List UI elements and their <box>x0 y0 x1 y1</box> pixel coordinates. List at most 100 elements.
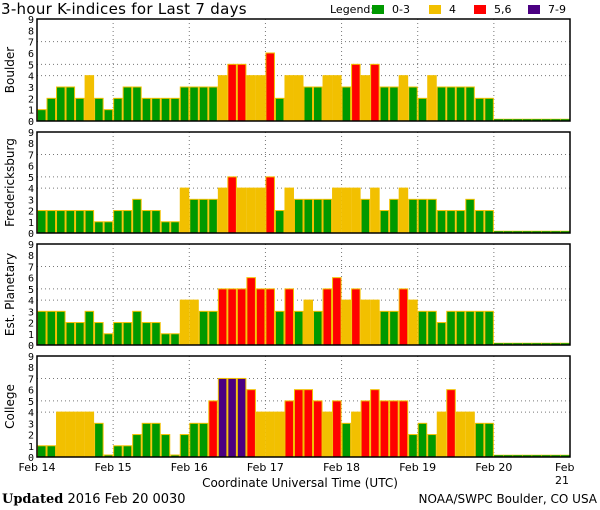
x-tick-label: Feb 16 <box>170 461 208 474</box>
bar <box>322 198 333 234</box>
x-tick-label: Feb 18 <box>323 461 361 474</box>
bar <box>398 288 409 346</box>
bar <box>160 221 171 234</box>
bar <box>56 411 66 458</box>
bar <box>189 422 199 458</box>
bar <box>236 63 247 122</box>
y-tick-label: 6 <box>28 162 34 173</box>
bar <box>217 288 228 346</box>
bar <box>255 75 266 122</box>
bar <box>246 75 256 122</box>
x-tick-label: Feb 19 <box>399 461 437 474</box>
bar <box>427 75 437 122</box>
legend-entry: 7-9 <box>548 3 566 16</box>
bar <box>465 198 475 234</box>
bar <box>379 210 390 234</box>
bar <box>179 299 190 346</box>
y-tick-label: 5 <box>28 285 34 296</box>
bar <box>198 310 209 346</box>
bar <box>122 445 133 458</box>
bar <box>179 187 190 234</box>
bar <box>351 63 361 122</box>
bar <box>170 333 180 346</box>
bar <box>208 198 218 234</box>
bar <box>132 198 142 234</box>
bar <box>75 411 85 458</box>
bar <box>446 210 456 234</box>
bar <box>113 210 123 234</box>
updated-text: Updated 2016 Feb 20 0030 <box>2 492 186 507</box>
bar <box>474 422 485 458</box>
bar <box>75 97 85 122</box>
bar <box>474 310 485 346</box>
bar <box>37 445 47 458</box>
bar <box>132 86 142 122</box>
bar <box>389 400 399 458</box>
bar <box>398 75 409 122</box>
bar <box>189 299 199 346</box>
y-tick-label: 5 <box>28 397 34 408</box>
bar <box>151 97 161 122</box>
bar <box>151 422 161 458</box>
bar <box>84 310 95 346</box>
x-tick-label: Feb 20 <box>475 461 513 474</box>
bar <box>198 198 209 234</box>
y-tick-label: 2 <box>28 431 34 442</box>
chart-title: 3-hour K-indices for Last 7 days <box>1 0 247 18</box>
bar <box>236 377 247 458</box>
bar <box>417 97 428 122</box>
bar <box>474 97 485 122</box>
bar <box>84 411 95 458</box>
y-tick-label: 2 <box>28 94 34 105</box>
bar <box>341 187 352 234</box>
bar <box>103 333 114 346</box>
x-axis-title: Coordinate Universal Time (UTC) <box>202 476 398 490</box>
bar <box>236 187 247 234</box>
bar <box>427 198 437 234</box>
x-tick-label: Feb 17 <box>246 461 284 474</box>
bar <box>293 75 304 122</box>
bar <box>160 333 171 346</box>
y-tick-label: 9 <box>28 15 34 26</box>
bar <box>351 411 361 458</box>
bar <box>189 198 199 234</box>
bar <box>436 210 447 234</box>
bar <box>132 310 142 346</box>
bar <box>103 221 114 234</box>
y-tick-label: 0 <box>28 341 34 352</box>
bar <box>360 400 371 458</box>
bar <box>351 187 361 234</box>
y-tick-label: 4 <box>28 184 34 195</box>
y-tick-label: 9 <box>28 240 34 251</box>
y-tick-label: 6 <box>28 274 34 285</box>
credit-text: NOAA/SWPC Boulder, CO USA <box>418 492 597 506</box>
bar <box>465 411 475 458</box>
bar <box>446 389 456 458</box>
bar <box>141 210 152 234</box>
bar <box>208 400 218 458</box>
y-tick-label: 8 <box>28 139 34 150</box>
panel-frame <box>36 18 571 122</box>
bar <box>265 411 275 458</box>
bar <box>65 86 76 122</box>
bar <box>341 86 352 122</box>
bar <box>303 389 314 458</box>
bar <box>56 310 66 346</box>
bar <box>151 210 161 234</box>
bar <box>265 288 275 346</box>
bar <box>208 86 218 122</box>
bar <box>227 377 237 458</box>
y-tick-label: 0 <box>28 117 34 128</box>
legend-swatch <box>429 5 441 14</box>
bar <box>37 310 47 346</box>
legend-swatch <box>372 5 384 14</box>
bar <box>179 434 190 458</box>
bar <box>332 75 342 122</box>
bar <box>322 411 333 458</box>
bar <box>227 176 237 234</box>
bar <box>122 86 133 122</box>
bar <box>37 210 47 234</box>
